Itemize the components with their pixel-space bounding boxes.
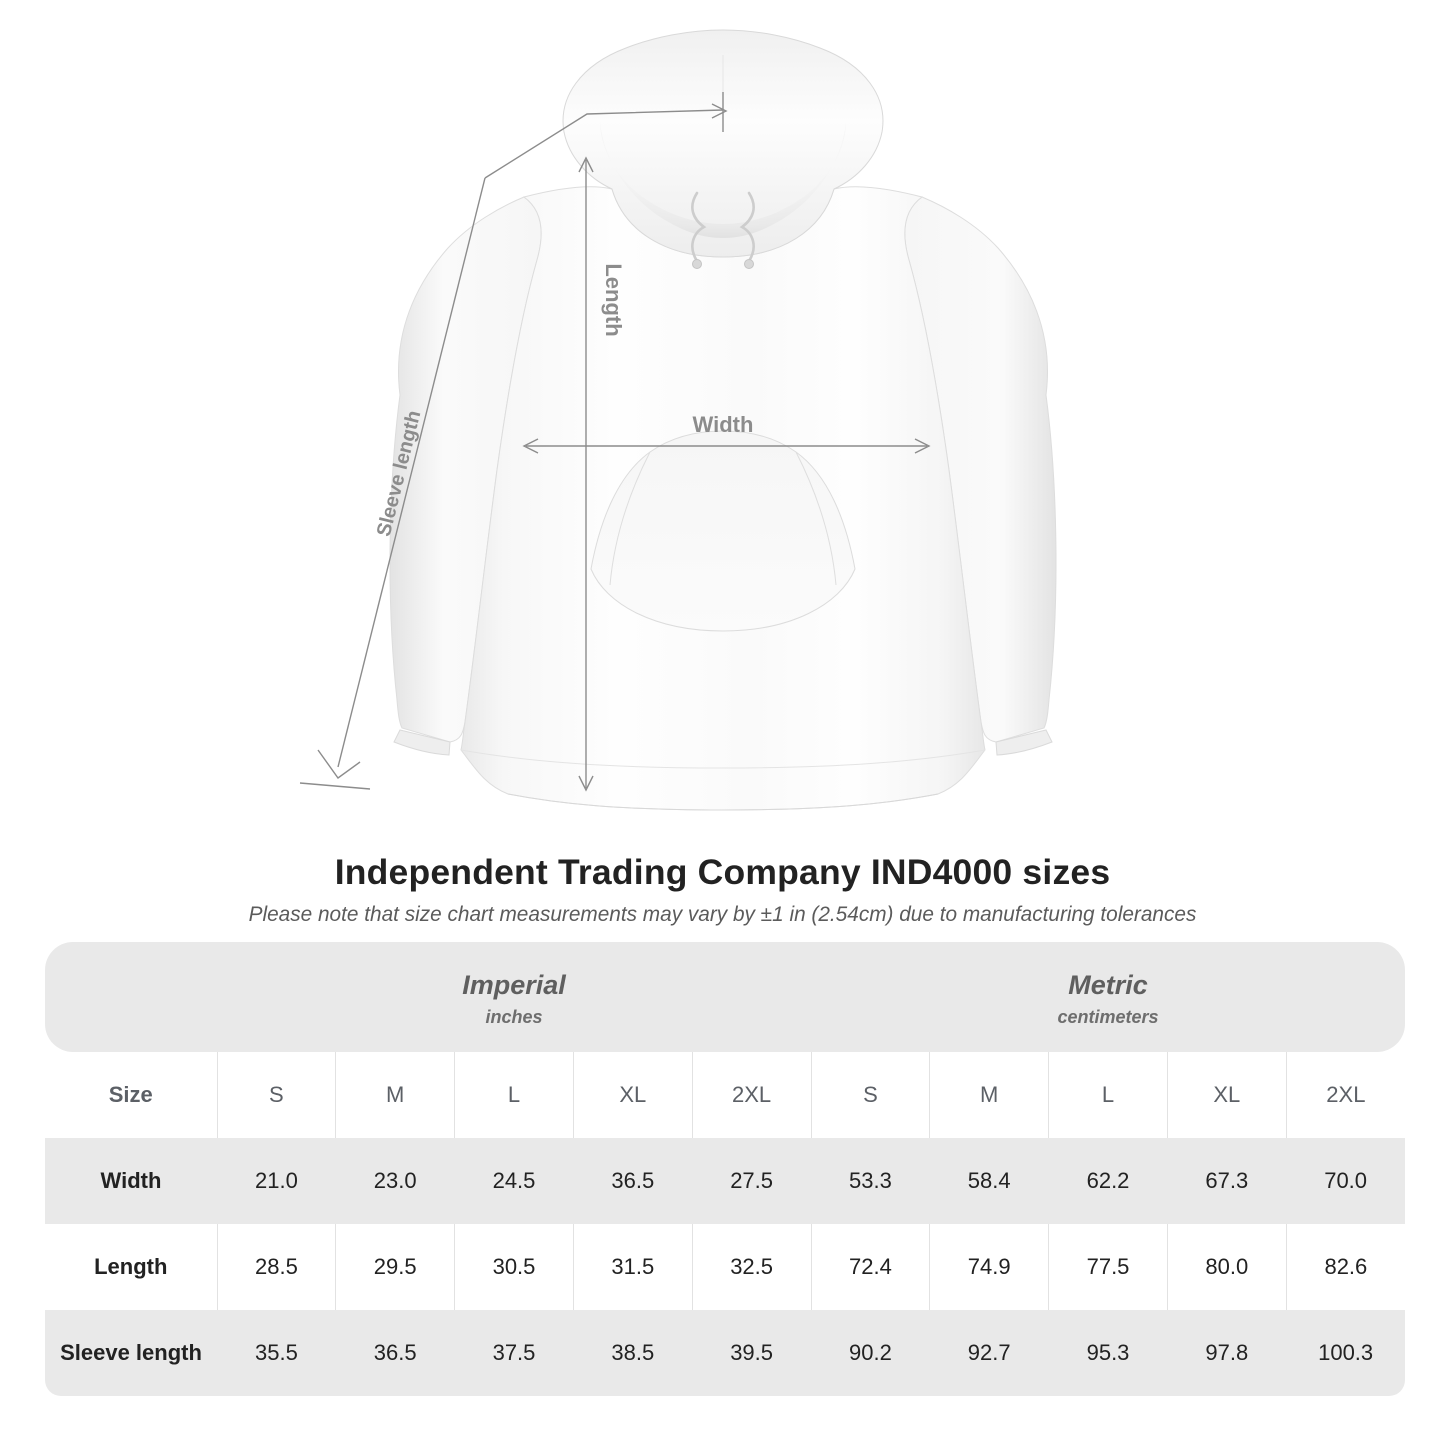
svg-text:Width: Width	[693, 412, 754, 437]
svg-text:Length: Length	[601, 263, 626, 336]
